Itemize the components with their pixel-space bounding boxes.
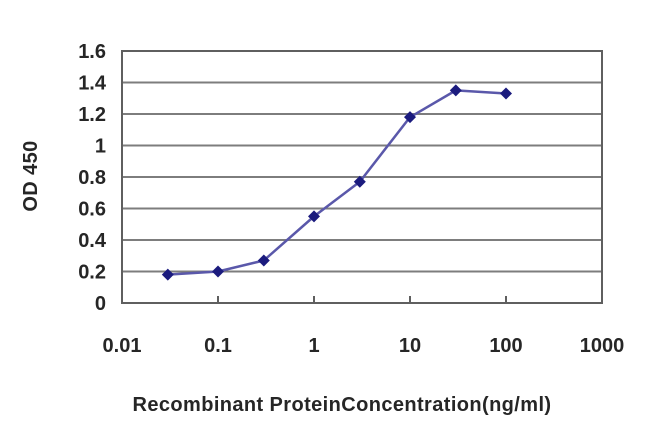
x-tick-label: 10 — [399, 335, 421, 357]
data-point-marker — [449, 84, 462, 97]
y-tick-label: 0.4 — [78, 230, 107, 252]
y-tick-label: 1 — [95, 136, 106, 158]
plot-frame — [121, 50, 603, 304]
x-tick-label: 1 — [308, 335, 319, 357]
y-tick-label: 1.2 — [78, 104, 106, 126]
data-point-marker — [404, 111, 416, 124]
x-axis-title: Recombinant ProteinConcentration(ng/ml) — [133, 394, 552, 416]
data-point-marker — [161, 268, 174, 281]
data-point-marker — [212, 265, 224, 278]
y-tick-label: 0.8 — [78, 167, 106, 189]
plot-area: 0.01 0.1 1 10 100 1000 0 0.2 0.4 0.6 0.8 1 1.2 1.4 1.6 — [78, 41, 624, 357]
data-point-marker — [257, 254, 270, 267]
x-tick-label: 0.01 — [103, 335, 142, 357]
y-tick-label: 1.6 — [78, 41, 106, 63]
data-point-marker — [500, 87, 512, 100]
x-tick-label: 0.1 — [204, 335, 232, 357]
y-axis-title: OD 450 — [20, 140, 42, 211]
y-tick-label: 0.2 — [78, 262, 106, 284]
y-tick-label: 1.4 — [78, 73, 107, 95]
y-tick-label: 0 — [95, 293, 106, 315]
data-line — [167, 89, 507, 276]
data-point-marker — [308, 210, 320, 223]
data-point-marker — [353, 175, 366, 188]
y-tick-label: 0.6 — [78, 199, 106, 221]
x-tick-label: 100 — [489, 335, 522, 357]
x-tick-label: 1000 — [580, 335, 625, 357]
